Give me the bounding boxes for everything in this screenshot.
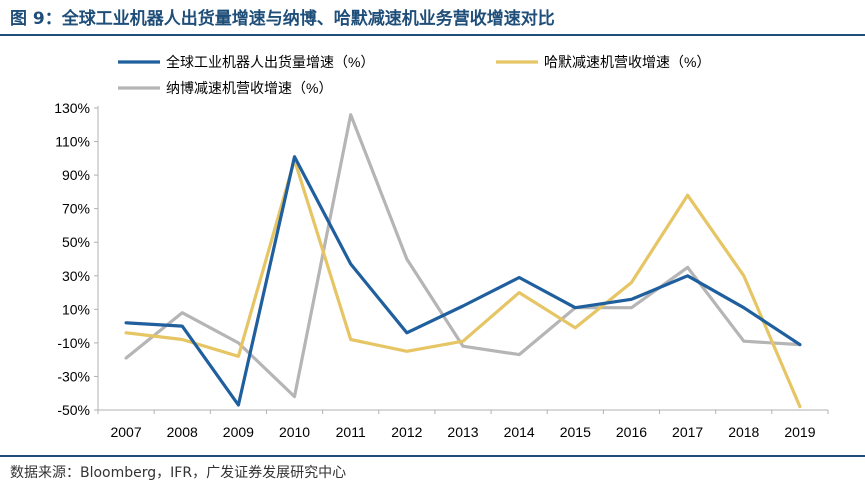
legend-label: 纳博减速机营收增速（%） — [166, 80, 332, 96]
source-note: 数据来源：Bloomberg，IFR，广发证券发展研究中心 — [10, 465, 347, 481]
line-chart: 全球工业机器人出货量增速（%） 哈默减速机营收增速（%）纳博减速机营收增速（%） … — [54, 54, 829, 440]
y-tick-label: -50% — [57, 402, 90, 418]
x-tick-label: 2018 — [728, 424, 759, 440]
x-axis: 2007 2008 2009 2010 2011 2012 2013 2014 2015 2016… — [97, 409, 829, 440]
y-tick-label: 130% — [54, 100, 90, 116]
y-tick-label: 10% — [62, 301, 90, 317]
x-tick-label: 2008 — [167, 424, 198, 440]
x-tick-label: 2012 — [391, 424, 422, 440]
legend-label: 哈默减速机营收增速（%） — [544, 54, 710, 70]
x-tick-label: 2016 — [616, 424, 647, 440]
y-tick-label: 90% — [62, 167, 90, 183]
series-line — [124, 155, 802, 407]
y-tick-label: 110% — [55, 134, 90, 150]
title-divider — [0, 34, 865, 36]
x-tick-label: 2019 — [784, 424, 815, 440]
y-axis: 130% 110% 90% 70% 50% 30% 10% -10% -30% -50% — [54, 100, 99, 418]
x-tick-label: 2011 — [336, 424, 366, 440]
y-tick-label: -10% — [57, 335, 90, 351]
x-tick-label: 2010 — [279, 424, 310, 440]
x-tick-label: 2007 — [110, 424, 141, 440]
x-tick-label: 2017 — [672, 424, 703, 440]
legend: 全球工业机器人出货量增速（%） 哈默减速机营收增速（%） 纳博减速机营收增速（%） — [118, 54, 710, 96]
series-line — [124, 158, 802, 409]
x-tick-label: 2013 — [447, 424, 478, 440]
source-divider — [0, 455, 865, 457]
x-tick-label: 2009 — [223, 424, 254, 440]
x-tick-label: 2014 — [504, 424, 535, 440]
plot-area — [124, 113, 802, 409]
y-tick-label: 70% — [62, 201, 90, 217]
legend-label: 全球工业机器人出货量增速（%） — [166, 54, 374, 70]
y-tick-label: 30% — [62, 268, 90, 284]
figure-title: 图 9：全球工业机器人出货量增速与纳博、哈默减速机业务营收增速对比 — [10, 9, 555, 29]
y-tick-label: -30% — [57, 368, 90, 384]
y-tick-label: 50% — [62, 234, 90, 250]
series-line — [124, 113, 802, 399]
x-tick-label: 2015 — [560, 424, 591, 440]
